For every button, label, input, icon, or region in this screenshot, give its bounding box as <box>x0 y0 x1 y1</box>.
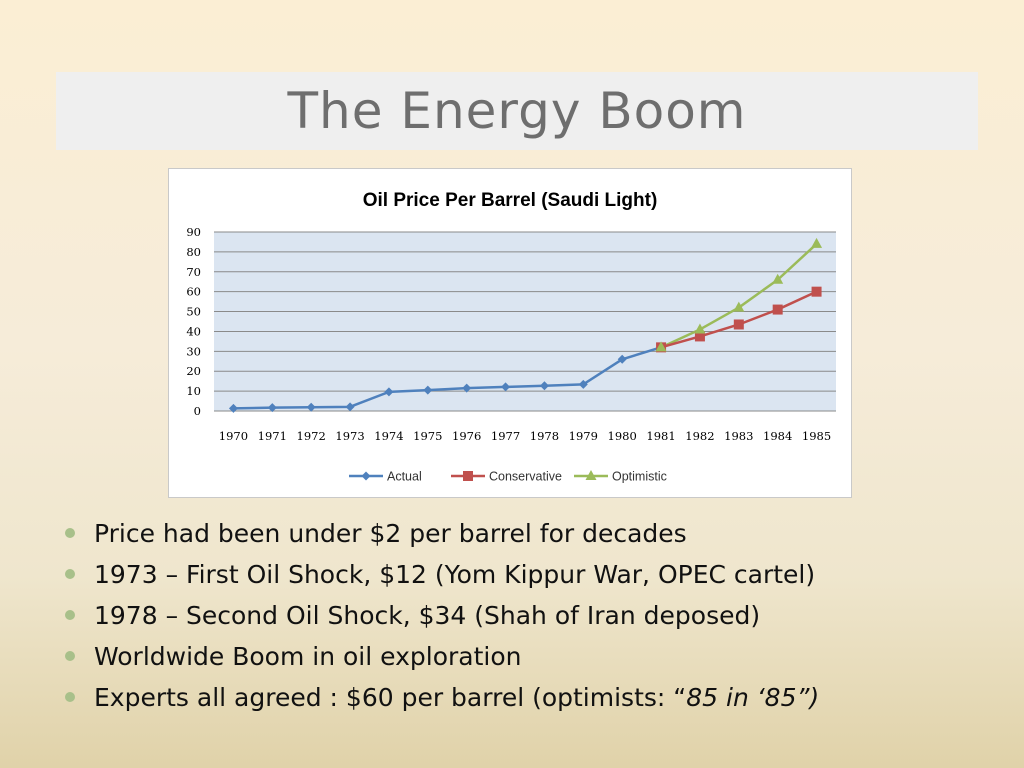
bullet-item: Worldwide Boom in oil exploration <box>62 636 1002 677</box>
y-tick-label: 70 <box>186 265 201 279</box>
y-tick-label: 0 <box>194 404 201 418</box>
data-point-legend-optimistic <box>585 470 597 480</box>
x-tick-label: 1975 <box>413 429 442 443</box>
bullet-list: Price had been under $2 per barrel for d… <box>62 513 1002 718</box>
x-tick-label: 1977 <box>491 429 520 443</box>
chart-title: Oil Price Per Barrel (Saudi Light) <box>363 190 658 211</box>
bullet-dot-icon <box>65 651 75 661</box>
x-tick-label: 1970 <box>219 429 248 443</box>
x-tick-label: 1976 <box>452 429 481 443</box>
x-tick-label: 1972 <box>297 429 326 443</box>
y-tick-label: 20 <box>186 364 201 378</box>
slide-title: The Energy Boom <box>287 82 747 140</box>
data-point-actual <box>228 403 238 413</box>
data-point-conservative <box>811 286 822 297</box>
legend-label: Actual <box>387 470 422 484</box>
x-tick-label: 1973 <box>335 429 364 443</box>
data-point-optimistic <box>811 237 823 248</box>
data-point-conservative <box>694 331 705 342</box>
data-point-actual <box>384 387 394 397</box>
y-tick-label: 40 <box>186 324 201 338</box>
y-tick-label: 30 <box>186 344 201 358</box>
data-point-actual <box>423 385 433 395</box>
y-tick-label: 50 <box>186 305 201 319</box>
data-point-actual <box>617 354 627 364</box>
x-tick-label: 1984 <box>763 429 792 443</box>
x-tick-label: 1980 <box>608 429 637 443</box>
data-point-optimistic <box>772 273 784 284</box>
bullet-item: 1973 – First Oil Shock, $12 (Yom Kippur … <box>62 554 1002 595</box>
data-point-actual <box>578 379 588 389</box>
legend-label: Conservative <box>489 470 562 484</box>
data-point-actual <box>267 403 277 413</box>
x-tick-label: 1971 <box>258 429 287 443</box>
x-tick-label: 1983 <box>724 429 753 443</box>
bullet-dot-icon <box>65 692 75 702</box>
x-tick-label: 1979 <box>569 429 598 443</box>
bullet-item: Price had been under $2 per barrel for d… <box>62 513 1002 554</box>
bullet-dot-icon <box>65 528 75 538</box>
data-point-conservative <box>772 304 783 315</box>
data-point-actual <box>462 383 472 393</box>
data-point-optimistic <box>733 301 745 312</box>
data-point-actual <box>345 402 355 412</box>
data-point-legend-conservative <box>463 471 473 481</box>
bullet-text: Worldwide Boom in oil exploration <box>94 642 522 671</box>
data-point-actual <box>539 381 549 391</box>
data-point-conservative <box>733 319 744 330</box>
data-point-actual <box>306 402 316 412</box>
data-point-optimistic <box>694 323 706 334</box>
chart-frame: Oil Price Per Barrel (Saudi Light) 0 10 20 3… <box>168 168 852 498</box>
y-tick-label: 80 <box>186 245 201 259</box>
x-tick-label: 1978 <box>530 429 559 443</box>
y-tick-label: 90 <box>186 225 201 239</box>
data-point-legend-actual <box>361 471 371 481</box>
x-tick-label: 1985 <box>802 429 831 443</box>
legend-label: Optimistic <box>612 470 667 484</box>
bullet-text: 1973 – First Oil Shock, $12 (Yom Kippur … <box>94 560 816 589</box>
bullet-text: Experts all agreed : $60 per barrel (opt… <box>94 683 687 712</box>
plot-area <box>214 232 836 411</box>
x-tick-label: 1974 <box>374 429 403 443</box>
x-tick-label: 1982 <box>685 429 714 443</box>
bullet-dot-icon <box>65 569 75 579</box>
y-tick-label: 60 <box>186 285 201 299</box>
data-point-optimistic <box>655 341 667 352</box>
bullet-emphasis: 85 in ‘85”) <box>686 683 820 712</box>
bullet-text: Price had been under $2 per barrel for d… <box>94 519 687 548</box>
data-point-actual <box>501 382 511 392</box>
oil-price-chart: Oil Price Per Barrel (Saudi Light) 0 10 20 3… <box>186 190 836 484</box>
bullet-item: 1978 – Second Oil Shock, $34 (Shah of Ir… <box>62 595 1002 636</box>
bullet-dot-icon <box>65 610 75 620</box>
y-tick-label: 10 <box>186 384 201 398</box>
bullet-item: Experts all agreed : $60 per barrel (opt… <box>62 677 1002 718</box>
bullet-text: 1978 – Second Oil Shock, $34 (Shah of Ir… <box>94 601 761 630</box>
title-band: The Energy Boom <box>56 72 978 150</box>
series-line-actual <box>233 346 662 410</box>
x-tick-label: 1981 <box>646 429 675 443</box>
